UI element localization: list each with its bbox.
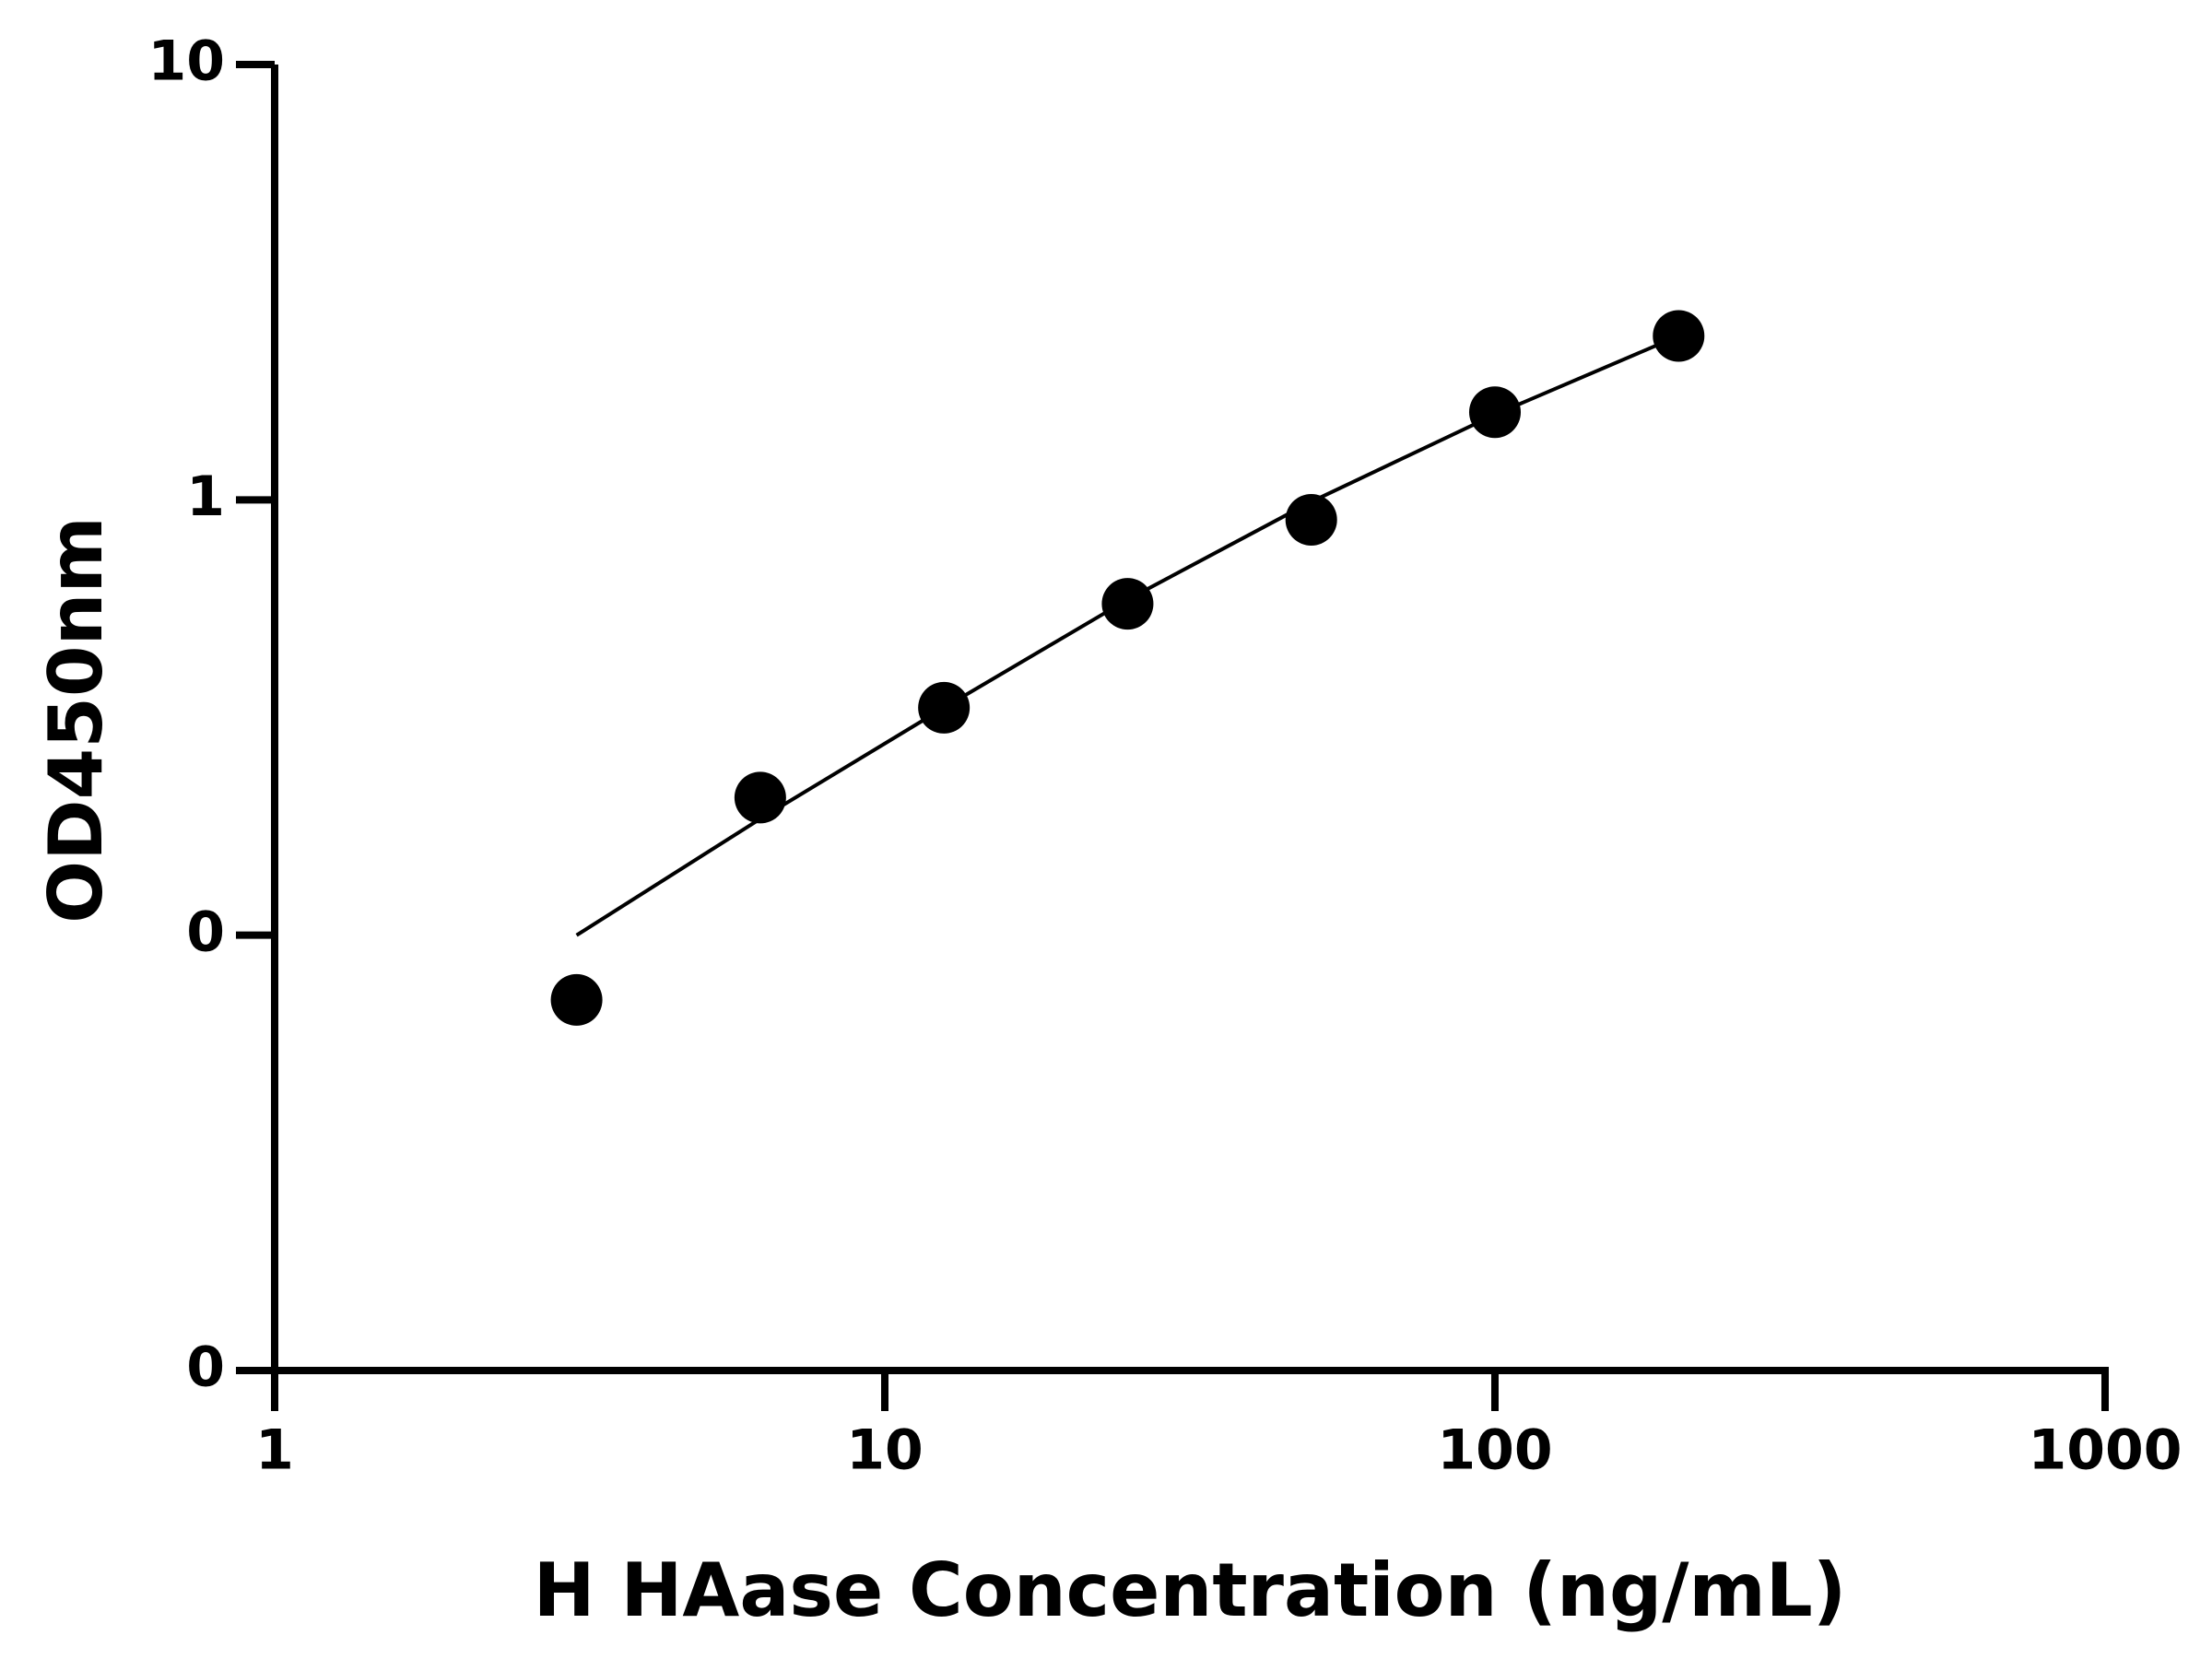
y-tick-label: 1 [186,465,225,529]
data-point [550,973,603,1026]
data-point [1469,386,1521,439]
data-point [1285,493,1337,546]
y-tick-label: 0 [186,1335,225,1400]
x-tick-label: 1 [255,1418,294,1483]
data-point [918,681,971,734]
y-axis-title: OD450nm [33,516,119,924]
y-tick-label: 10 [148,29,226,94]
x-tick-label: 10 [846,1418,924,1483]
y-tick-label: 0 [186,900,225,964]
x-axis-title: H HAase Concentration (ng/mL) [534,1547,1847,1633]
x-tick-label: 100 [1437,1418,1552,1483]
data-point [1101,578,1154,630]
data-point [1653,310,1705,362]
x-tick-label: 1000 [2029,1418,2183,1483]
data-point [734,771,786,824]
